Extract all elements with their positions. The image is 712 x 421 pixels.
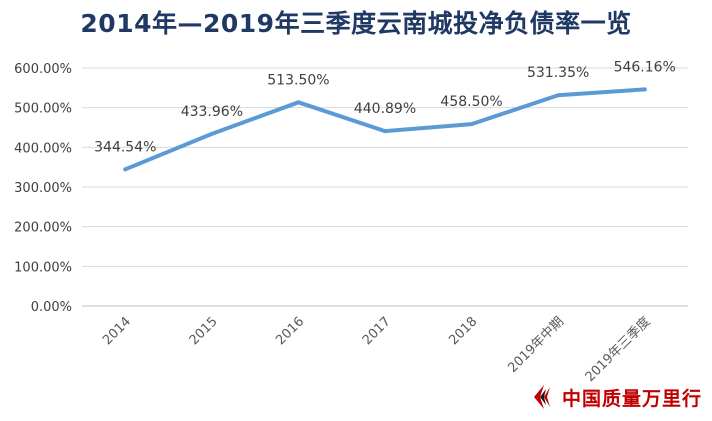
x-tick-label: 2019年中期	[505, 314, 567, 376]
x-axis-ticks: 2014 2015 2016 2017 2018 2019年中期 2019年三季度	[100, 314, 653, 385]
watermark: 中国质量万里行	[530, 383, 702, 411]
data-label: 458.50%	[440, 94, 502, 110]
red-brand-icon	[533, 385, 550, 409]
x-tick-label: 2018	[446, 314, 480, 348]
data-point	[123, 167, 128, 172]
watermark-text: 中国质量万里行	[561, 387, 702, 410]
y-tick-label: 400.00%	[14, 141, 72, 156]
data-point	[469, 122, 474, 127]
y-tick-label: 600.00%	[14, 62, 72, 77]
data-label: 513.50%	[267, 72, 329, 88]
y-axis-ticks: 0.00% 100.00% 200.00% 300.00% 400.00% 500.00%…	[14, 62, 72, 315]
gridlines	[82, 67, 688, 307]
data-point	[296, 100, 301, 105]
y-tick-label: 200.00%	[14, 221, 72, 236]
y-tick-label: 300.00%	[14, 181, 72, 196]
data-label: 546.16%	[614, 59, 676, 75]
data-label: 440.89%	[354, 101, 416, 117]
data-point	[642, 87, 647, 92]
data-label: 344.54%	[94, 139, 156, 155]
x-tick-label: 2019年三季度	[582, 314, 653, 385]
x-tick-label: 2017	[360, 314, 394, 348]
y-tick-label: 0.00%	[31, 300, 72, 315]
chart-title: 2014年—2019年三季度云南城投净负债率一览	[80, 9, 632, 38]
x-tick-label: 2015	[187, 314, 221, 348]
y-tick-label: 500.00%	[14, 102, 72, 117]
series-group	[123, 87, 647, 172]
data-point	[209, 131, 214, 136]
x-tick-label: 2014	[100, 314, 134, 348]
data-point	[383, 129, 387, 134]
data-point	[556, 93, 561, 98]
x-tick-label: 2016	[273, 314, 307, 348]
data-label: 531.35%	[527, 65, 589, 81]
y-tick-label: 100.00%	[14, 260, 72, 275]
data-label: 433.96%	[181, 104, 243, 120]
data-labels: 344.54% 433.96% 513.50% 440.89% 458.50% 531.3…	[94, 59, 676, 155]
